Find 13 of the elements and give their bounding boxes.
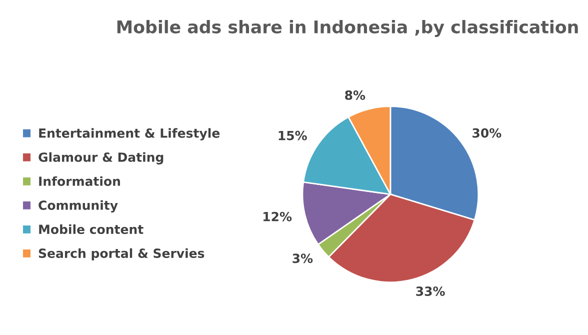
- legend-label: Information: [39, 176, 120, 186]
- chart-title: Mobile ads share in Indonesia ,by classification: [117, 20, 578, 37]
- legend-label: Glamour & Dating: [38, 152, 164, 164]
- data-label: 8%: [345, 90, 366, 100]
- data-label: 30%: [472, 128, 502, 138]
- data-label: 15%: [278, 130, 307, 140]
- data-label: 12%: [264, 212, 292, 222]
- legend-label: Search portal & Servies: [38, 248, 204, 260]
- legend-label: Community: [38, 200, 118, 212]
- data-label: 3%: [292, 254, 313, 264]
- legend-label: Entertainment & Lifestyle: [39, 128, 220, 140]
- data-label: 33%: [416, 286, 445, 296]
- legend-label: Mobile content: [39, 224, 144, 234]
